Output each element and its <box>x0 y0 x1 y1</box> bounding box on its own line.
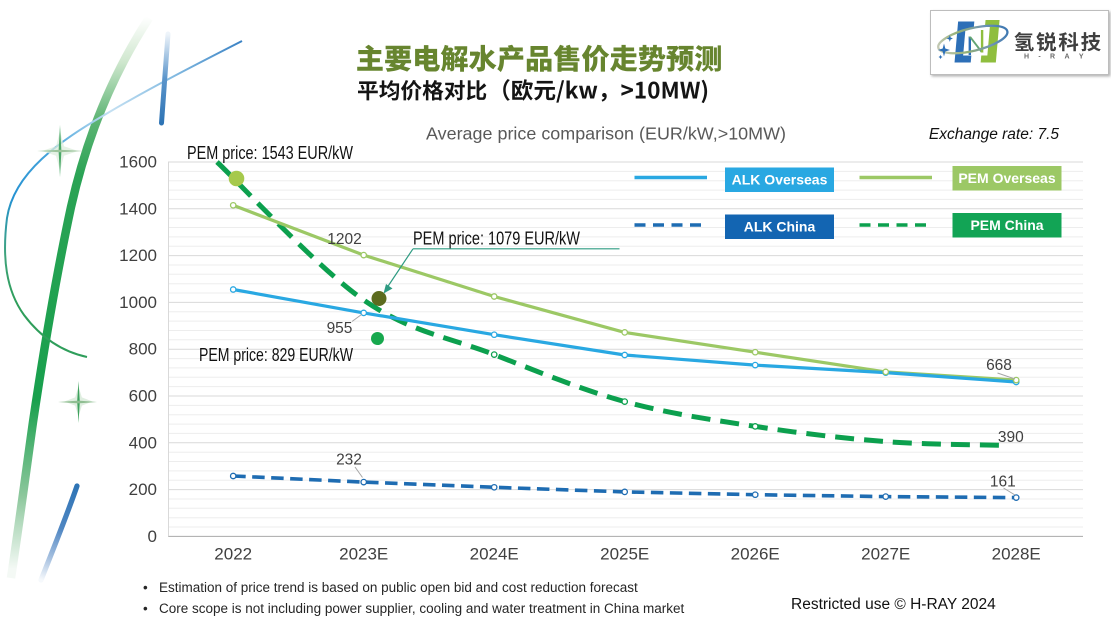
svg-text:2028E: 2028E <box>992 544 1041 563</box>
svg-text:1202: 1202 <box>327 231 361 248</box>
svg-text:955: 955 <box>327 320 353 337</box>
svg-text:232: 232 <box>336 452 362 469</box>
svg-text:PEM price: 1543 EUR/kW: PEM price: 1543 EUR/kW <box>187 143 353 163</box>
svg-text:ALK Overseas: ALK Overseas <box>732 172 828 188</box>
svg-text:PEM Overseas: PEM Overseas <box>958 170 1055 186</box>
svg-text:2025E: 2025E <box>600 544 649 563</box>
svg-text:PEM China: PEM China <box>970 217 1043 233</box>
svg-text:2026E: 2026E <box>731 544 780 563</box>
svg-text:1000: 1000 <box>119 293 157 312</box>
svg-text:2023E: 2023E <box>339 544 388 563</box>
svg-text:161: 161 <box>990 473 1016 490</box>
svg-text:1400: 1400 <box>119 199 157 218</box>
svg-text:0: 0 <box>148 527 157 546</box>
svg-text:PEM price: 1079 EUR/kW: PEM price: 1079 EUR/kW <box>413 229 580 249</box>
svg-text:200: 200 <box>129 480 157 499</box>
svg-text:2022: 2022 <box>214 544 252 563</box>
svg-text:PEM price: 829 EUR/kW: PEM price: 829 EUR/kW <box>199 345 353 365</box>
svg-text:1600: 1600 <box>119 153 157 172</box>
svg-text:400: 400 <box>129 433 157 452</box>
svg-text:Exchange rate: 7.5: Exchange rate: 7.5 <box>929 126 1059 143</box>
svg-text:390: 390 <box>998 429 1024 446</box>
svg-text:668: 668 <box>986 357 1012 374</box>
svg-text:600: 600 <box>129 387 157 406</box>
svg-text:H - R A Y: H - R A Y <box>1024 54 1084 61</box>
svg-text:800: 800 <box>129 340 157 359</box>
svg-text:2027E: 2027E <box>861 544 910 563</box>
svg-text:Average price comparison (EUR/: Average price comparison (EUR/kW,>10MW) <box>426 124 786 144</box>
svg-text:ALK China: ALK China <box>744 219 816 235</box>
svg-text:2024E: 2024E <box>470 544 519 563</box>
svg-text:1200: 1200 <box>119 246 157 265</box>
